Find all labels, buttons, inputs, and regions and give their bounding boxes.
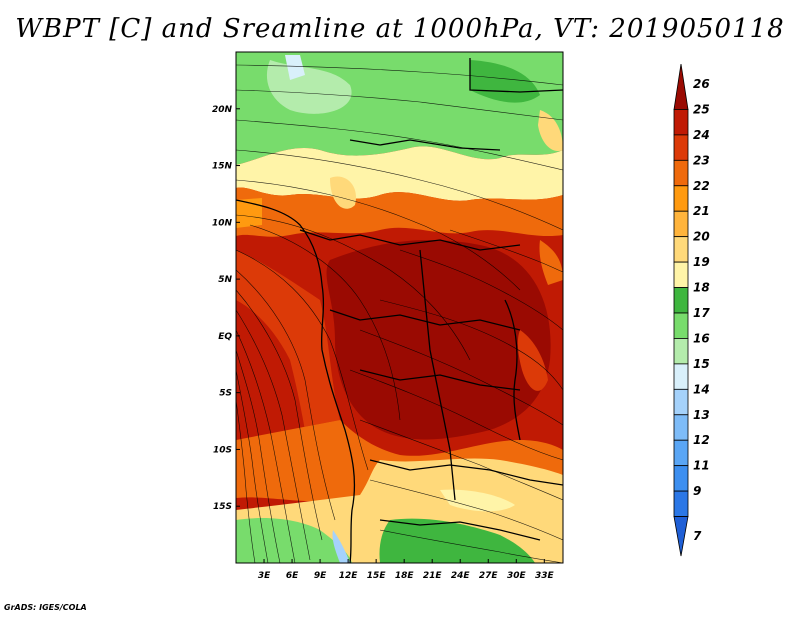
colorbar-label: 14 (693, 382, 710, 396)
colorbar-swatch (673, 261, 689, 288)
lon-tick-label: 18E (395, 571, 415, 581)
colorbar-label: 18 (693, 281, 710, 295)
colorbar-label: 20 (693, 230, 710, 244)
colorbar-label: 15 (693, 357, 710, 371)
colorbar-swatch (673, 159, 689, 187)
colorbar-swatch (673, 414, 689, 441)
colorbar-swatch (673, 109, 689, 136)
colorbar-swatch (673, 185, 689, 212)
lon-tick-label: 15E (367, 571, 387, 581)
lat-tick-label: 5S (219, 389, 232, 399)
colorbar-swatch (673, 236, 689, 263)
colorbar-label: 26 (693, 77, 710, 91)
longitude-axis: 3E 6E 9E 12E 15E 18E 21E 24E 27E 30E 33E (258, 559, 555, 581)
colorbar-label: 17 (693, 306, 710, 320)
colorbar-swatch (673, 312, 689, 339)
colorbar-swatch (673, 338, 689, 365)
colorbar-swatch (673, 388, 689, 416)
lat-tick-label: 10S (213, 445, 232, 455)
colorbar-label: 19 (693, 255, 710, 269)
colorbar-label: 24 (693, 128, 710, 142)
colorbar-label: 22 (693, 179, 710, 193)
lon-tick-label: 21E (423, 571, 443, 581)
colorbar-legend: 26 25 24 23 22 21 20 19 18 17 16 15 14 13 12 11 9 7 (673, 63, 710, 557)
colorbar-label: 7 (693, 529, 702, 543)
lon-tick-label: 6E (286, 571, 299, 581)
colorbar-label: 23 (693, 153, 710, 167)
map-frame (235, 51, 564, 564)
colorbar-label: 9 (693, 484, 701, 498)
colorbar-swatch (673, 134, 689, 161)
colorbar-swatch (673, 490, 689, 517)
colorbar-swatch (673, 287, 689, 314)
colorbar-swatch (673, 465, 689, 492)
lon-tick-label: 33E (535, 571, 555, 581)
lon-tick-label: 30E (507, 571, 527, 581)
colorbar-label: 13 (693, 408, 710, 422)
colorbar-swatch (673, 363, 689, 390)
colorbar-swatch (673, 516, 689, 557)
colorbar-swatch (673, 439, 689, 467)
colorbar-label: 25 (693, 102, 710, 116)
lat-tick-label: 20N (212, 105, 233, 115)
lat-tick-label: 15S (213, 502, 232, 512)
wbpt-field (236, 52, 563, 563)
colorbar-label: 16 (693, 331, 710, 345)
colorbar-label: 11 (693, 459, 710, 473)
grads-credit: GrADS: IGES/COLA (4, 603, 87, 612)
lat-tick-label: 10N (212, 218, 233, 228)
colorbar-swatch (673, 210, 689, 238)
colorbar-swatch (673, 63, 689, 110)
colorbar-label: 12 (693, 433, 710, 447)
map-title: WBPT [C] and Sreamline at 1000hPa, VT: 2… (15, 14, 785, 44)
lat-tick-label: EQ (218, 332, 232, 342)
lon-tick-label: 3E (258, 571, 271, 581)
colorbar-label: 21 (693, 204, 710, 218)
lon-tick-label: 27E (479, 571, 499, 581)
lon-tick-label: 24E (451, 571, 471, 581)
lat-tick-label: 5N (218, 275, 232, 285)
lat-tick-label: 15N (212, 162, 233, 172)
latitude-axis: 20N 15N 10N 5N EQ 5S 10S 15S (212, 105, 240, 512)
lon-tick-label: 9E (314, 571, 327, 581)
lon-tick-label: 12E (339, 571, 359, 581)
